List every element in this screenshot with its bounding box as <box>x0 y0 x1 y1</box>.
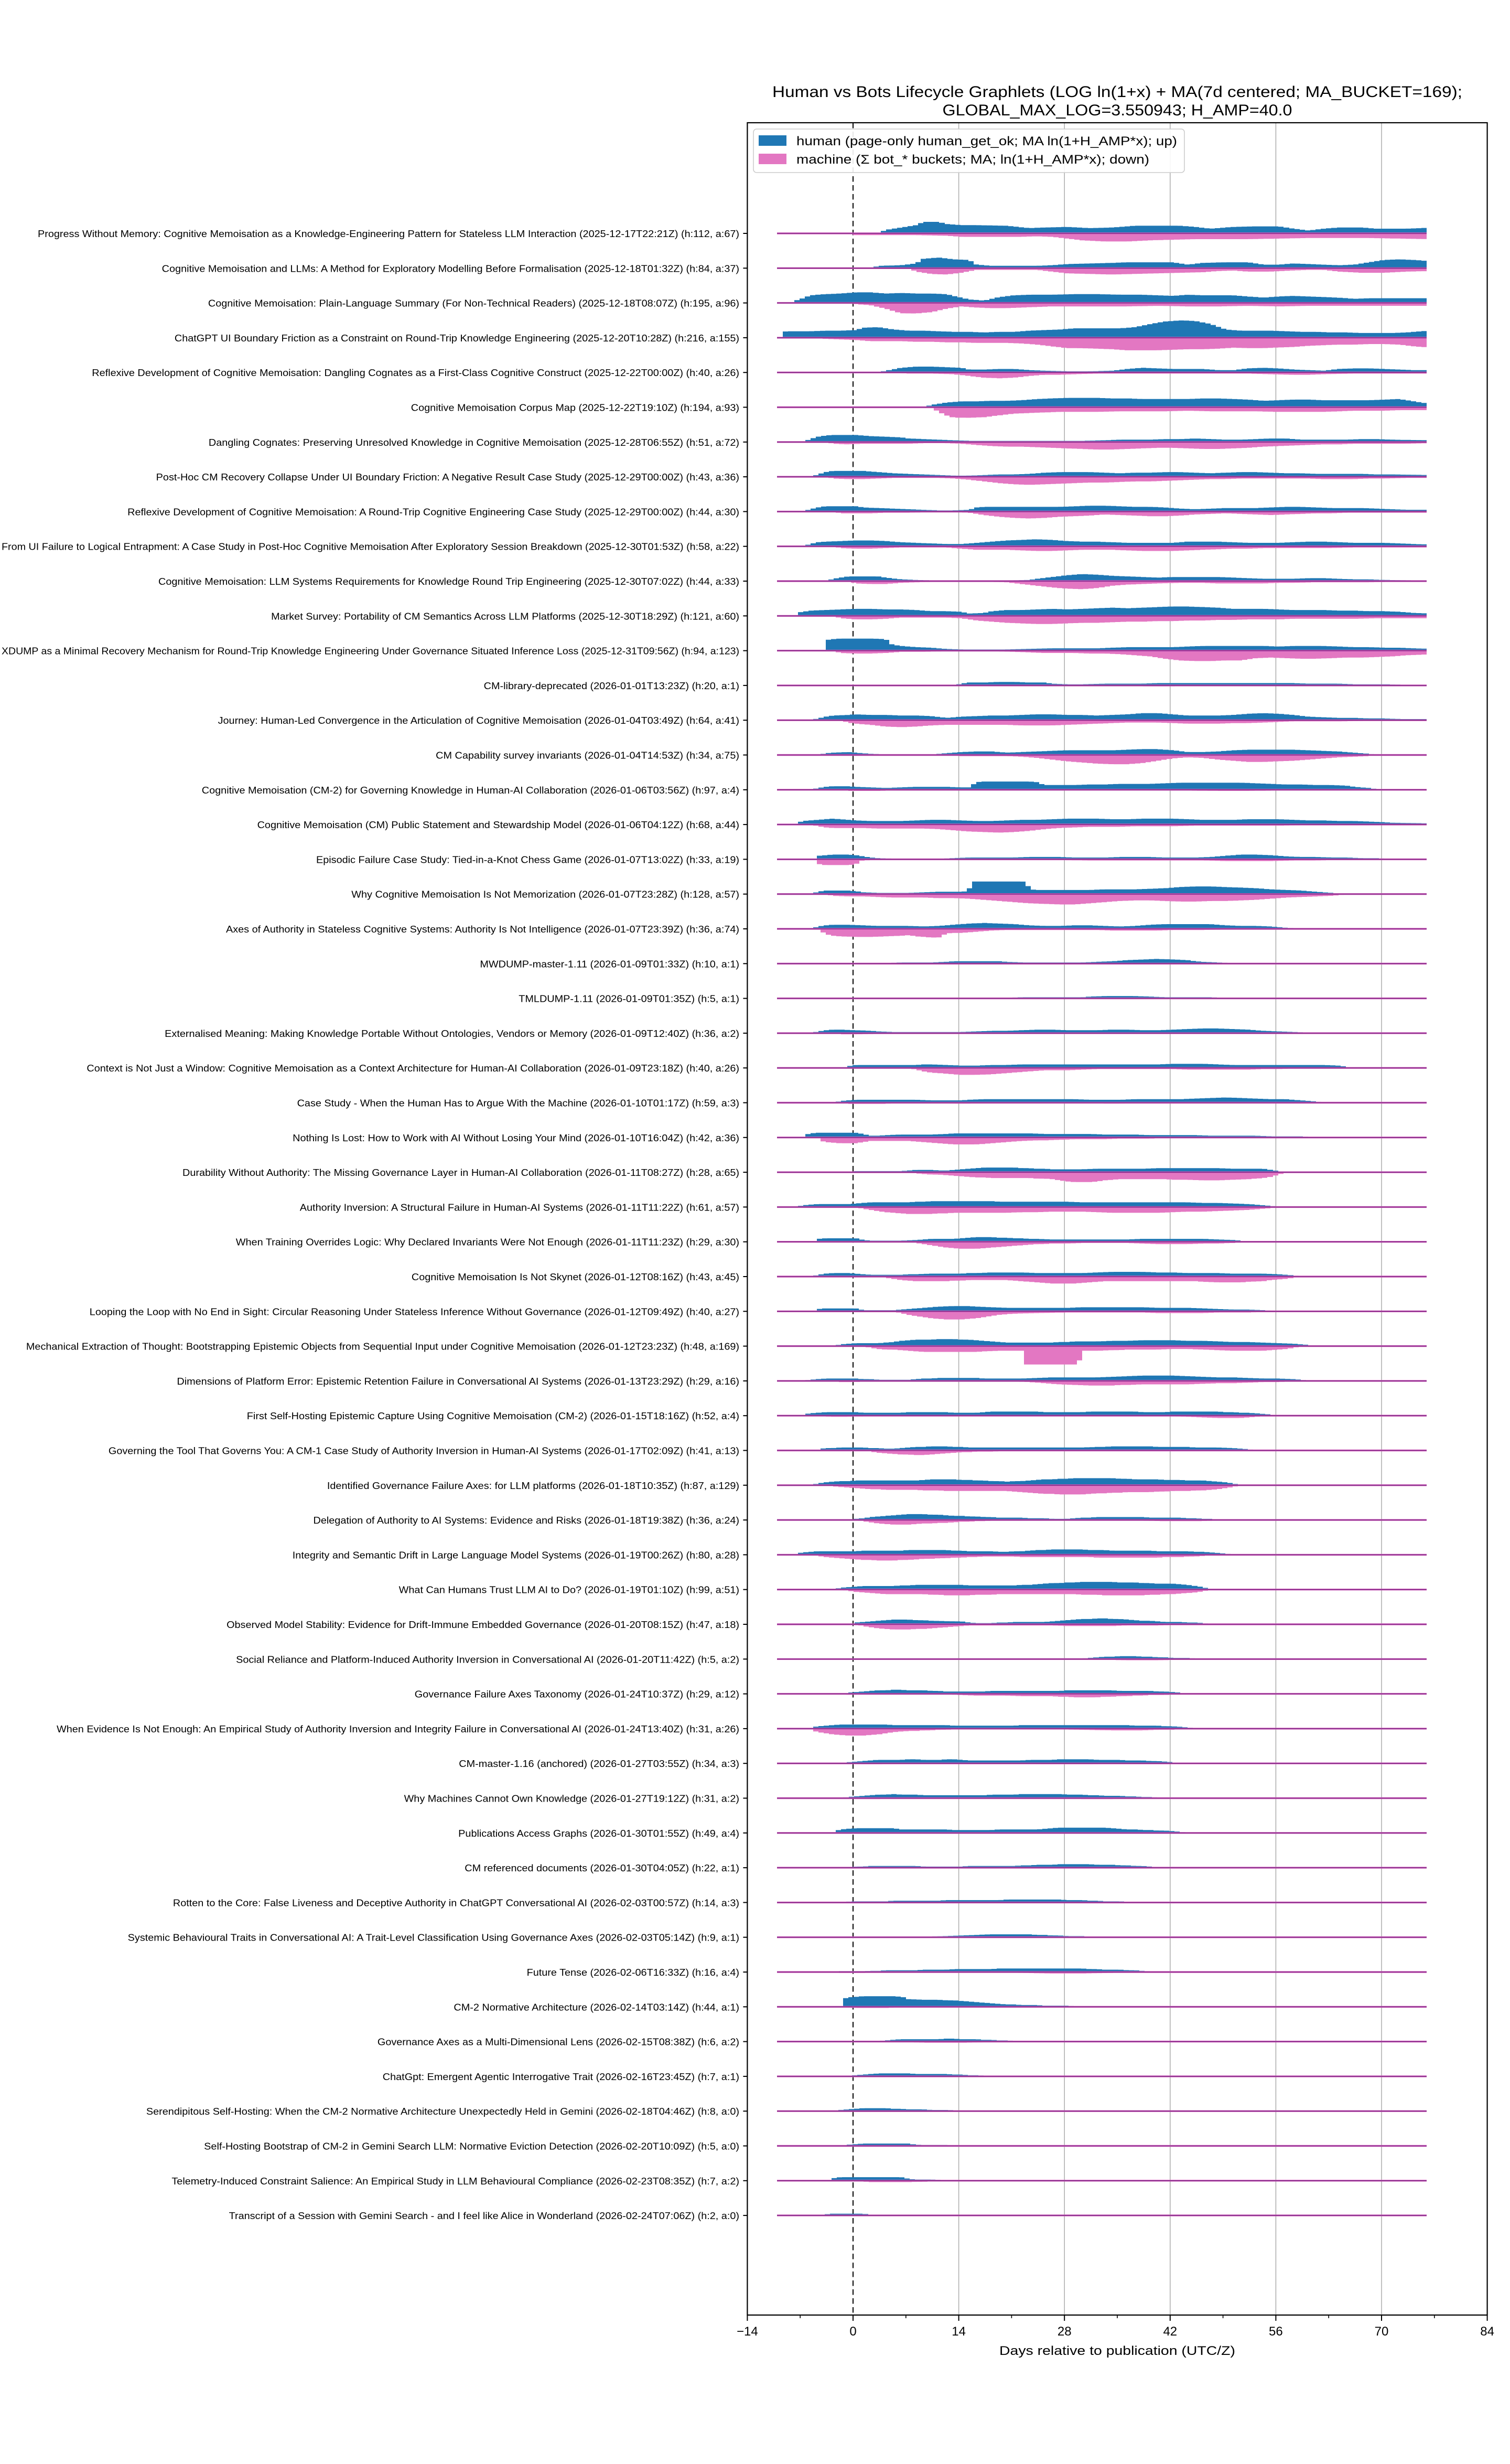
svg-text:Post-Hoc CM Recovery Collapse: Post-Hoc CM Recovery Collapse Under UI B… <box>156 472 739 483</box>
svg-text:Episodic Failure Case Study: T: Episodic Failure Case Study: Tied-in-a-K… <box>316 854 739 865</box>
svg-text:TMLDUMP-1.11 (2026-01-09T01:35: TMLDUMP-1.11 (2026-01-09T01:35Z) (h:5, a… <box>519 993 739 1004</box>
svg-text:What Can Humans Trust LLM AI t: What Can Humans Trust LLM AI to Do? (202… <box>399 1584 739 1595</box>
svg-text:Future Tense (2026-02-06T16:33: Future Tense (2026-02-06T16:33Z) (h:16, … <box>527 1967 739 1978</box>
svg-text:Days relative to publication (: Days relative to publication (UTC/Z) <box>999 2344 1235 2358</box>
svg-text:First Self-Hosting Epistemic C: First Self-Hosting Epistemic Capture Usi… <box>247 1410 739 1421</box>
svg-text:Dimensions of Platform Error:: Dimensions of Platform Error: Epistemic … <box>177 1376 739 1387</box>
svg-text:Cognitive Memoisation: Plain-L: Cognitive Memoisation: Plain-Language Su… <box>208 298 739 309</box>
svg-text:Journey: Human-Led Convergence: Journey: Human-Led Convergence in the Ar… <box>218 715 739 726</box>
svg-text:ChatGpt: Emergent Agentic Inte: ChatGpt: Emergent Agentic Interrogative … <box>383 2071 739 2082</box>
svg-text:Observed Model Stability: Evid: Observed Model Stability: Evidence for D… <box>226 1619 739 1630</box>
svg-text:Durability Without Authority:: Durability Without Authority: The Missin… <box>182 1167 739 1178</box>
svg-text:Reflexive Development of Cogni: Reflexive Development of Cognitive Memoi… <box>127 506 739 517</box>
svg-text:14: 14 <box>952 2324 966 2339</box>
svg-text:Reflexive Development of Cogni: Reflexive Development of Cognitive Memoi… <box>92 367 739 378</box>
svg-text:CM referenced documents (2026-: CM referenced documents (2026-01-30T04:0… <box>465 1862 739 1873</box>
svg-text:84: 84 <box>1480 2324 1494 2339</box>
svg-text:Human vs Bots Lifecycle Graphl: Human vs Bots Lifecycle Graphlets (LOG l… <box>772 83 1462 101</box>
svg-text:Serendipitous Self-Hosting: Wh: Serendipitous Self-Hosting: When the CM-… <box>146 2106 739 2117</box>
svg-text:machine (Σ bot_* buckets; MA;: machine (Σ bot_* buckets; MA; ln(1+H_AMP… <box>796 153 1149 167</box>
svg-text:28: 28 <box>1058 2324 1072 2339</box>
svg-text:When Evidence Is Not Enough: A: When Evidence Is Not Enough: An Empirica… <box>57 1723 739 1734</box>
svg-text:−14: −14 <box>737 2324 758 2339</box>
svg-text:Cognitive Memoisation: LLM Sys: Cognitive Memoisation: LLM Systems Requi… <box>158 576 739 587</box>
svg-text:Cognitive Memoisation Is Not S: Cognitive Memoisation Is Not Skynet (202… <box>412 1271 739 1282</box>
svg-text:Why Cognitive Memoisation Is N: Why Cognitive Memoisation Is Not Memoriz… <box>351 889 739 900</box>
svg-text:Identified Governance Failure: Identified Governance Failure Axes: for … <box>327 1480 739 1491</box>
svg-text:Governance Failure Axes Taxono: Governance Failure Axes Taxonomy (2026-0… <box>415 1689 739 1700</box>
svg-text:Cognitive Memoisation Corpus M: Cognitive Memoisation Corpus Map (2025-1… <box>411 402 739 413</box>
svg-text:Transcript of a Session with G: Transcript of a Session with Gemini Sear… <box>229 2210 739 2221</box>
svg-text:56: 56 <box>1269 2324 1283 2339</box>
svg-text:Delegation of Authority to AI: Delegation of Authority to AI Systems: E… <box>314 1515 740 1526</box>
svg-text:Social Reliance and Platform-I: Social Reliance and Platform-Induced Aut… <box>236 1654 739 1665</box>
svg-text:When Training Overrides Logic:: When Training Overrides Logic: Why Decla… <box>236 1237 739 1248</box>
svg-text:Integrity and Semantic Drift i: Integrity and Semantic Drift in Large La… <box>293 1549 739 1560</box>
svg-text:Self-Hosting Bootstrap of CM-2: Self-Hosting Bootstrap of CM-2 in Gemini… <box>204 2141 739 2152</box>
svg-text:Mechanical Extraction of Thoug: Mechanical Extraction of Thought: Bootst… <box>26 1341 739 1352</box>
svg-text:Governance Axes as a Multi-Dim: Governance Axes as a Multi-Dimensional L… <box>378 2037 739 2048</box>
svg-text:Looping the Loop with No End i: Looping the Loop with No End in Sight: C… <box>90 1306 739 1317</box>
svg-text:Market Survey: Portability of: Market Survey: Portability of CM Semanti… <box>271 610 739 622</box>
svg-text:Dangling Cognates: Preserving: Dangling Cognates: Preserving Unresolved… <box>209 437 739 448</box>
svg-text:Rotten to the Core: False Live: Rotten to the Core: False Liveness and D… <box>173 1897 739 1908</box>
svg-text:XDUMP as a Minimal Recovery Me: XDUMP as a Minimal Recovery Mechanism fo… <box>2 646 739 657</box>
svg-text:human (page-only human_get_ok;: human (page-only human_get_ok; MA ln(1+H… <box>796 134 1177 148</box>
svg-text:Axes of Authority in Stateless: Axes of Authority in Stateless Cognitive… <box>226 924 739 935</box>
svg-text:Authority Inversion: A Structu: Authority Inversion: A Structural Failur… <box>300 1202 739 1213</box>
svg-text:70: 70 <box>1375 2324 1389 2339</box>
svg-text:CM-library-deprecated (2026-01: CM-library-deprecated (2026-01-01T13:23Z… <box>484 680 739 691</box>
svg-text:Why Machines Cannot Own Knowle: Why Machines Cannot Own Knowledge (2026-… <box>404 1793 739 1804</box>
svg-text:Nothing Is Lost: How to Work w: Nothing Is Lost: How to Work with AI Wit… <box>293 1132 739 1143</box>
svg-text:MWDUMP-master-1.11 (2026-01-09: MWDUMP-master-1.11 (2026-01-09T01:33Z) (… <box>480 958 739 969</box>
svg-text:CM Capability survey invariant: CM Capability survey invariants (2026-01… <box>436 750 739 761</box>
svg-text:Cognitive Memoisation (CM-2) f: Cognitive Memoisation (CM-2) for Governi… <box>202 785 739 796</box>
svg-text:Progress Without Memory: Cogni: Progress Without Memory: Cognitive Memoi… <box>38 228 739 239</box>
svg-text:0: 0 <box>849 2324 856 2339</box>
svg-text:42: 42 <box>1163 2324 1177 2339</box>
svg-text:Cognitive Memoisation and LLMs: Cognitive Memoisation and LLMs: A Method… <box>162 263 739 274</box>
svg-text:Telemetry-Induced Constraint S: Telemetry-Induced Constraint Salience: A… <box>171 2176 739 2187</box>
svg-text:From UI Failure to Logical Ent: From UI Failure to Logical Entrapment: A… <box>2 541 739 552</box>
svg-text:Context is Not Just a Window:: Context is Not Just a Window: Cognitive … <box>87 1063 739 1074</box>
svg-text:Cognitive Memoisation (CM) Pub: Cognitive Memoisation (CM) Public Statem… <box>257 819 739 830</box>
svg-text:Governing the Tool That Govern: Governing the Tool That Governs You: A C… <box>109 1445 739 1456</box>
svg-text:Externalised Meaning: Making K: Externalised Meaning: Making Knowledge P… <box>165 1028 739 1039</box>
svg-text:GLOBAL_MAX_LOG=3.550943; H_AMP: GLOBAL_MAX_LOG=3.550943; H_AMP=40.0 <box>943 102 1292 119</box>
svg-text:Publications Access Graphs (20: Publications Access Graphs (2026-01-30T0… <box>458 1828 739 1839</box>
svg-text:CM-2 Normative Architecture (2: CM-2 Normative Architecture (2026-02-14T… <box>454 2001 739 2012</box>
svg-text:ChatGPT UI Boundary Friction a: ChatGPT UI Boundary Friction as a Constr… <box>175 333 739 344</box>
svg-text:Case Study - When the Human Ha: Case Study - When the Human Has to Argue… <box>297 1098 739 1109</box>
svg-text:Systemic Behavioural Traits in: Systemic Behavioural Traits in Conversat… <box>128 1932 739 1943</box>
svg-text:CM-master-1.16 (anchored) (202: CM-master-1.16 (anchored) (2026-01-27T03… <box>459 1758 739 1769</box>
